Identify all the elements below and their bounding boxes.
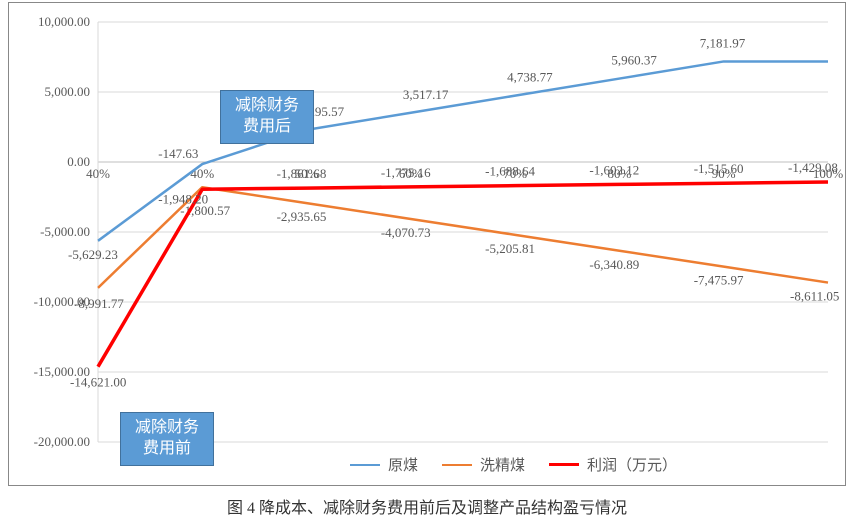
svg-text:-7,475.97: -7,475.97 (694, 273, 744, 288)
svg-text:-1,948.20: -1,948.20 (158, 191, 208, 206)
svg-text:3,517.17: 3,517.17 (403, 87, 449, 102)
svg-text:-8,611.05: -8,611.05 (790, 289, 839, 304)
legend-label: 原煤 (388, 454, 418, 475)
svg-text:-1,515.60: -1,515.60 (694, 161, 744, 176)
legend-swatch-profit (549, 463, 579, 466)
svg-text:-5,000.00: -5,000.00 (40, 224, 90, 239)
svg-text:-147.63: -147.63 (158, 146, 198, 161)
legend-label: 利润（万元） (587, 454, 677, 475)
legend-swatch-raw-coal (350, 464, 380, 466)
svg-text:-2,935.65: -2,935.65 (277, 209, 327, 224)
svg-text:40%: 40% (86, 166, 110, 181)
svg-text:-8,991.77: -8,991.77 (74, 296, 124, 311)
chart-legend: 原煤 洗精煤 利润（万元） (350, 454, 677, 475)
svg-text:7,181.97: 7,181.97 (700, 35, 746, 50)
chart-caption: 图 4 降成本、减除财务费用前后及调整产品结构盈亏情况 (0, 494, 854, 518)
svg-text:5,000.00: 5,000.00 (45, 84, 91, 99)
svg-text:-1,688.64: -1,688.64 (485, 164, 535, 179)
svg-text:-20,000.00: -20,000.00 (34, 434, 90, 449)
svg-text:-5,629.23: -5,629.23 (68, 247, 118, 262)
legend-swatch-clean-coal (442, 464, 472, 466)
legend-item-raw-coal: 原煤 (350, 454, 418, 475)
svg-text:-1,602.12: -1,602.12 (589, 162, 639, 177)
legend-item-profit: 利润（万元） (549, 454, 677, 475)
callout-before-deduction: 减除财务 费用前 (120, 412, 214, 466)
svg-text:-1,861.68: -1,861.68 (277, 166, 327, 181)
svg-text:4,738.77: 4,738.77 (507, 70, 553, 85)
svg-text:-1,775.16: -1,775.16 (381, 165, 431, 180)
svg-text:5,960.37: 5,960.37 (611, 53, 657, 68)
svg-text:-1,429.08: -1,429.08 (788, 160, 838, 175)
svg-text:40%: 40% (190, 166, 214, 181)
legend-item-clean-coal: 洗精煤 (442, 454, 525, 475)
chart-container: 10,000.005,000.000.00-5,000.00-10,000.00… (0, 0, 854, 521)
callout-after-deduction: 减除财务 费用后 (220, 90, 314, 144)
legend-label: 洗精煤 (480, 454, 525, 475)
svg-text:-5,205.81: -5,205.81 (485, 241, 535, 256)
svg-text:-6,340.89: -6,340.89 (589, 257, 639, 272)
svg-text:10,000.00: 10,000.00 (38, 14, 90, 29)
svg-text:-14,621.00: -14,621.00 (70, 375, 126, 390)
svg-text:-4,070.73: -4,070.73 (381, 225, 431, 240)
